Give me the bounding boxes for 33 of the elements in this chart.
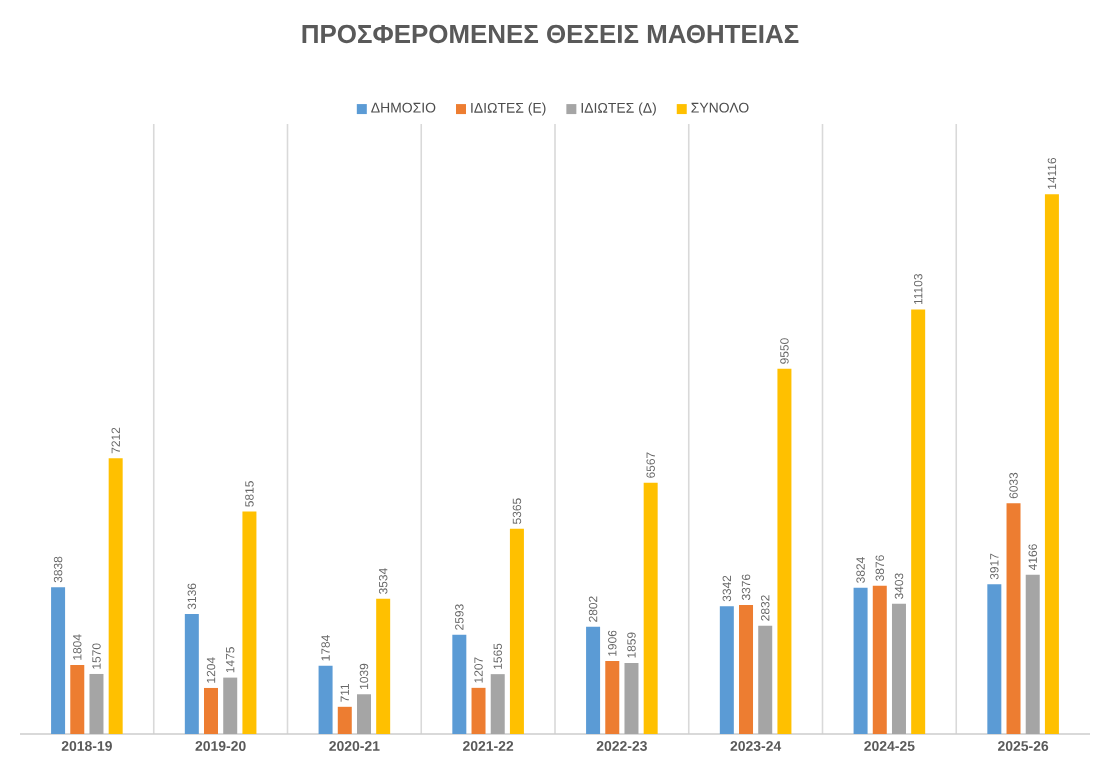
bar <box>1025 574 1040 734</box>
bar <box>624 662 639 734</box>
bar <box>376 598 391 734</box>
bar <box>911 309 926 734</box>
bar <box>51 587 66 734</box>
bar <box>586 626 601 734</box>
bar <box>89 673 104 734</box>
bar <box>70 665 85 734</box>
bar <box>891 603 906 734</box>
bar <box>777 368 792 734</box>
bar <box>1006 503 1021 734</box>
bar <box>471 687 486 734</box>
bar <box>739 604 754 734</box>
bar <box>509 528 524 734</box>
bar <box>758 625 773 734</box>
bar <box>108 458 123 734</box>
bar <box>719 606 734 734</box>
bar <box>643 482 658 734</box>
bar <box>605 661 620 734</box>
bar <box>318 665 333 734</box>
bar <box>184 614 199 734</box>
bar <box>242 511 257 734</box>
bar <box>452 634 467 734</box>
bar <box>356 694 371 734</box>
bar <box>490 674 505 734</box>
bar <box>872 585 887 734</box>
bar <box>223 677 238 734</box>
bar <box>1044 194 1059 734</box>
bar <box>987 584 1002 734</box>
bar <box>204 687 219 734</box>
bar <box>853 587 868 734</box>
chart-title: ΠΡΟΣΦΕΡΟΜΕΝΕΣ ΘΕΣΕΙΣ ΜΑΘΗΤΕΙΑΣ <box>302 24 799 44</box>
bar <box>337 706 352 734</box>
